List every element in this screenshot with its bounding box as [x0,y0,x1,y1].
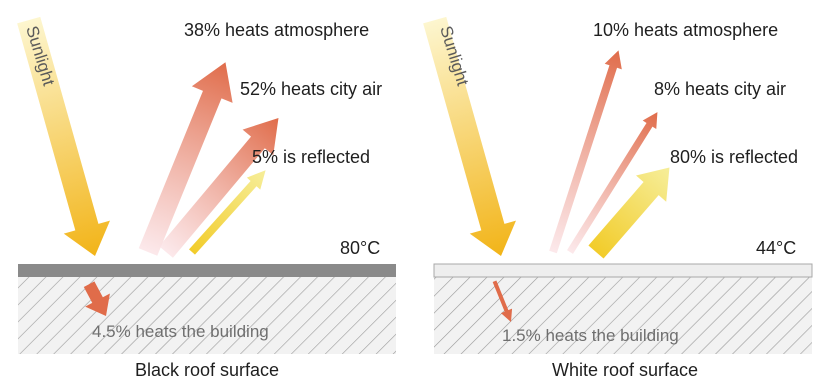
heats-building-label: 1.5% heats the building [502,326,679,345]
panel-caption: White roof surface [552,360,698,380]
reflected-label: 80% is reflected [670,147,798,167]
black-roof-panel: Sunlight 38% heats atmosphere 52% heats … [6,14,396,380]
sunlight-arrow [6,14,119,263]
heats-city-air-label: 52% heats city air [240,79,382,99]
black-roof-surface [18,264,396,277]
panel-caption: Black roof surface [135,360,279,380]
temperature-label: 44°C [756,238,796,258]
white-roof-surface [434,264,812,277]
heats-building-label: 4.5% heats the building [92,322,269,341]
black-roof-building [18,276,396,354]
heats-city-air-label: 8% heats city air [654,79,786,99]
temperature-label: 80°C [340,238,380,258]
heats-atmosphere-label: 10% heats atmosphere [593,20,778,40]
heats-atmosphere-label: 38% heats atmosphere [184,20,369,40]
white-roof-panel: Sunlight 10% heats atmosphere 8% heats c… [412,14,812,380]
sunlight-arrow [412,14,525,263]
reflected-label: 5% is reflected [252,147,370,167]
